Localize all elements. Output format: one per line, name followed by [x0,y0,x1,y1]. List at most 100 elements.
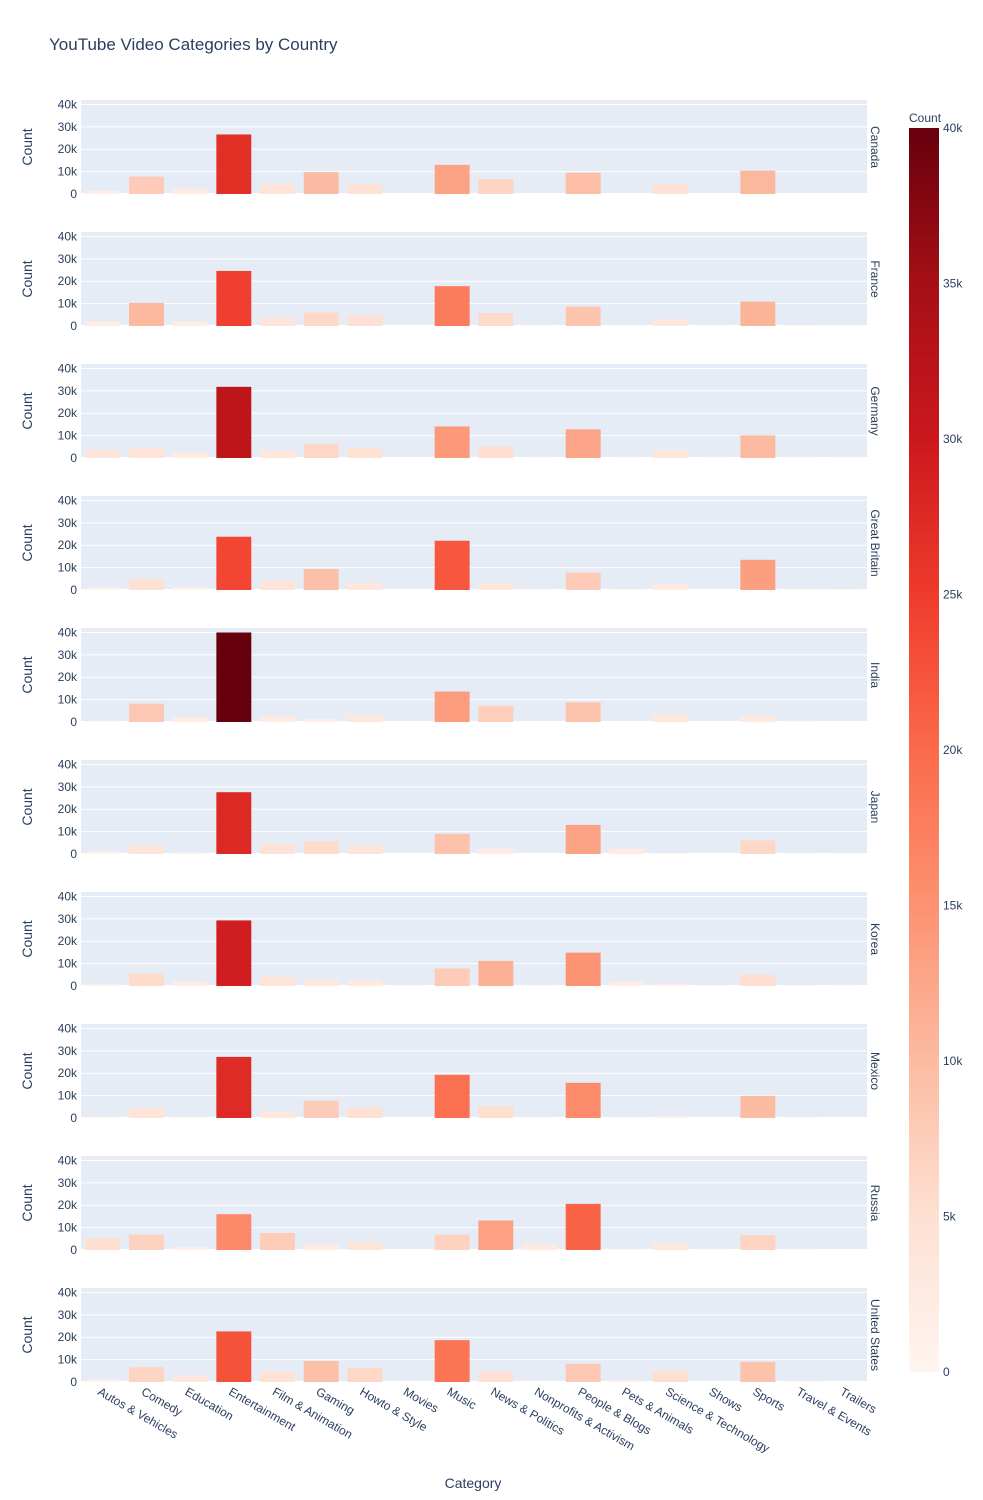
bar-autos-vehicles[interactable] [85,190,121,194]
bar-entertainment[interactable] [216,1214,252,1250]
bar-howto-style[interactable] [347,447,383,458]
bar-howto-style[interactable] [347,315,383,326]
bar-pets-animals[interactable] [609,981,645,986]
bar-people-blogs[interactable] [565,429,601,458]
bar-autos-vehicles[interactable] [85,587,121,590]
bar-people-blogs[interactable] [565,702,601,722]
bar-education[interactable] [172,452,208,458]
bar-comedy[interactable] [129,1108,164,1118]
bar-shows[interactable] [696,1249,732,1250]
bar-gaming[interactable] [303,1360,339,1382]
bar-science-technology[interactable] [653,714,688,722]
bar-sports[interactable] [740,1235,776,1250]
bar-music[interactable] [434,1234,470,1250]
bar-film-animation[interactable] [260,843,295,854]
bar-pets-animals[interactable] [609,589,645,590]
bar-music[interactable] [434,540,470,590]
bar-sports[interactable] [740,559,776,590]
bar-music[interactable] [434,968,470,986]
bar-science-technology[interactable] [653,1370,688,1382]
bar-entertainment[interactable] [216,1331,252,1382]
bar-film-animation[interactable] [260,976,295,986]
bar-music[interactable] [434,691,470,722]
bar-film-animation[interactable] [260,1371,295,1382]
bar-music[interactable] [434,833,470,854]
bar-comedy[interactable] [129,1234,164,1250]
bar-sports[interactable] [740,840,776,854]
bar-autos-vehicles[interactable] [85,321,121,326]
bar-travel-events[interactable] [784,325,819,326]
bar-news-politics[interactable] [478,960,514,986]
bar-gaming[interactable] [303,1100,339,1118]
bar-music[interactable] [434,1340,470,1382]
bar-science-technology[interactable] [653,853,688,854]
bar-science-technology[interactable] [653,983,688,986]
bar-film-animation[interactable] [260,1232,295,1250]
bar-science-technology[interactable] [653,584,688,590]
bar-gaming[interactable] [303,444,339,458]
bar-entertainment[interactable] [216,1056,252,1118]
bar-comedy[interactable] [129,703,164,722]
bar-autos-vehicles[interactable] [85,851,121,854]
bar-film-animation[interactable] [260,317,295,326]
bar-entertainment[interactable] [216,792,252,854]
bar-trailers[interactable] [827,457,863,458]
bar-education[interactable] [172,1116,208,1118]
bar-howto-style[interactable] [347,183,383,194]
bar-people-blogs[interactable] [565,824,601,854]
bar-autos-vehicles[interactable] [85,449,121,458]
bar-news-politics[interactable] [478,1220,514,1250]
bar-education[interactable] [172,1247,208,1250]
bar-movies[interactable] [391,984,426,986]
bar-howto-style[interactable] [347,715,383,722]
bar-gaming[interactable] [303,172,339,194]
bar-education[interactable] [172,321,208,326]
bar-travel-events[interactable] [784,457,819,458]
bar-film-animation[interactable] [260,184,295,194]
bar-comedy[interactable] [129,973,164,986]
bar-gaming[interactable] [303,1244,339,1250]
bar-entertainment[interactable] [216,134,252,194]
bar-comedy[interactable] [129,845,164,854]
bar-pets-animals[interactable] [609,325,645,326]
bar-news-politics[interactable] [478,179,514,194]
bar-film-animation[interactable] [260,1111,295,1118]
bar-science-technology[interactable] [653,450,688,458]
bar-science-technology[interactable] [653,183,688,194]
bar-comedy[interactable] [129,302,164,326]
bar-education[interactable] [172,188,208,194]
bar-music[interactable] [434,426,470,458]
bar-music[interactable] [434,1074,470,1118]
bar-film-animation[interactable] [260,716,295,722]
bar-sports[interactable] [740,435,776,458]
bar-entertainment[interactable] [216,632,252,722]
bar-travel-events[interactable] [784,1117,819,1118]
bar-people-blogs[interactable] [565,1203,601,1250]
bar-autos-vehicles[interactable] [85,721,121,722]
bar-education[interactable] [172,852,208,854]
bar-entertainment[interactable] [216,920,252,986]
bar-people-blogs[interactable] [565,306,601,326]
bar-travel-events[interactable] [784,853,819,854]
bar-autos-vehicles[interactable] [85,1379,121,1382]
bar-music[interactable] [434,286,470,326]
bar-film-animation[interactable] [260,581,295,590]
bar-travel-events[interactable] [784,588,819,590]
bar-howto-style[interactable] [347,1107,383,1118]
bar-science-technology[interactable] [653,1116,688,1118]
bar-science-technology[interactable] [653,1243,688,1250]
bar-howto-style[interactable] [347,1368,383,1382]
bar-howto-style[interactable] [347,582,383,590]
bar-travel-events[interactable] [784,1380,819,1382]
bar-shows[interactable] [696,985,732,986]
bar-education[interactable] [172,981,208,986]
bar-autos-vehicles[interactable] [85,984,121,986]
bar-sports[interactable] [740,170,776,194]
bar-sports[interactable] [740,974,776,986]
bar-travel-events[interactable] [784,1249,819,1250]
bar-sports[interactable] [740,715,776,722]
bar-entertainment[interactable] [216,386,252,458]
bar-comedy[interactable] [129,448,164,458]
bar-comedy[interactable] [129,579,164,590]
bar-gaming[interactable] [303,841,339,854]
